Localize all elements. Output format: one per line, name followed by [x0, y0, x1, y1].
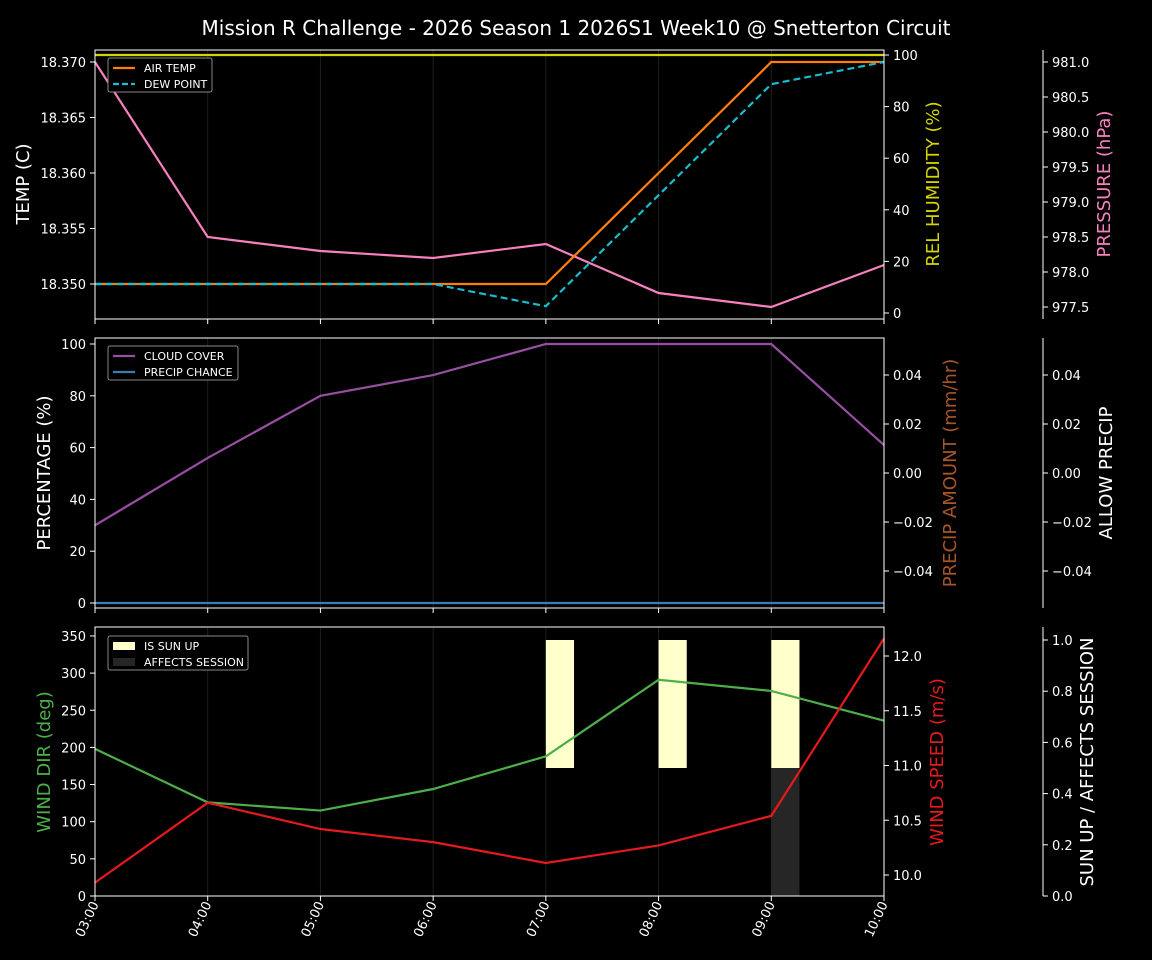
- y-tick-label: 150: [61, 779, 86, 794]
- affects-session-bar: [771, 768, 800, 896]
- y-tick-label: 80: [893, 101, 910, 116]
- y-tick-label: 0: [78, 890, 86, 905]
- x-tick-label: 03:00: [73, 899, 102, 939]
- y-tick-label: 979.5: [1052, 161, 1089, 176]
- y-tick-label: −0.04: [893, 565, 933, 580]
- wind-dir-line: [94, 678, 885, 812]
- y-tick-label: 0.00: [1052, 467, 1081, 482]
- y-tick-label: −0.02: [893, 516, 933, 531]
- y-tick-label: 0.8: [1052, 685, 1073, 700]
- y-tick-label: 0.02: [893, 418, 922, 433]
- plot-frame: [94, 626, 885, 897]
- y-tick-label: 20: [69, 545, 86, 560]
- legend-label: AIR TEMP: [144, 62, 196, 75]
- y-tick-label: 0.0: [1052, 890, 1073, 905]
- y-tick-label: 300: [61, 667, 86, 682]
- y-tick-label: 980.5: [1052, 91, 1089, 106]
- wind-speed-axis-title: WIND SPEED (m/s): [927, 678, 948, 846]
- legend-box: [107, 635, 249, 671]
- y-tick-label: 40: [69, 493, 86, 508]
- y-tick-label: 0.02: [1052, 418, 1081, 433]
- sun-up-bar: [771, 640, 800, 768]
- y-tick-label: 0.4: [1052, 788, 1073, 803]
- wind-speed-line: [94, 637, 885, 884]
- precip-amount-axis-title: PRECIP AMOUNT (mm/hr): [940, 359, 961, 588]
- legend-box: [107, 345, 239, 381]
- sun-axis-title: SUN UP / AFFECTS SESSION: [1077, 637, 1098, 886]
- wind-dir-axis-title: WIND DIR (deg): [34, 691, 55, 833]
- temp-axis-title: TEMP (C): [13, 143, 34, 225]
- air-temp-line: [95, 60, 884, 286]
- y-tick-label: 977.5: [1052, 301, 1089, 316]
- y-tick-label: −0.02: [1052, 516, 1092, 531]
- legend-swatch: [113, 642, 135, 650]
- y-tick-label: 60: [69, 442, 86, 457]
- y-tick-label: 18.360: [41, 167, 87, 182]
- x-tick-label: 06:00: [411, 899, 440, 939]
- legend-swatch: [113, 658, 135, 666]
- x-tick-label: 10:00: [862, 899, 891, 939]
- y-tick-label: 981.0: [1052, 56, 1089, 71]
- x-tick-label: 07:00: [524, 899, 553, 939]
- x-tick-label: 04:00: [186, 899, 215, 939]
- y-tick-label: 11.0: [893, 760, 922, 775]
- y-tick-label: 10.5: [893, 814, 922, 829]
- y-tick-label: 100: [61, 816, 86, 831]
- sun-up-bar: [658, 640, 687, 768]
- y-tick-label: 40: [893, 204, 910, 219]
- y-tick-label: 50: [69, 853, 86, 868]
- allow-precip-axis-title: ALLOW PRECIP: [1096, 406, 1117, 539]
- y-tick-label: 0.6: [1052, 736, 1073, 751]
- percentage-axis-title: PERCENTAGE (%): [34, 395, 55, 550]
- y-tick-label: 1.0: [1052, 634, 1073, 649]
- y-tick-label: 250: [61, 704, 86, 719]
- y-tick-label: 0.04: [1052, 369, 1081, 384]
- y-tick-label: 0.04: [893, 369, 922, 384]
- x-tick-label: 08:00: [637, 899, 666, 939]
- y-tick-label: 60: [893, 152, 910, 167]
- y-tick-label: 979.0: [1052, 196, 1089, 211]
- y-tick-label: 100: [61, 338, 86, 353]
- y-tick-label: 350: [61, 630, 86, 645]
- x-tick-label: 09:00: [749, 899, 778, 939]
- y-tick-label: 980.0: [1052, 126, 1089, 141]
- cloud-cover-line: [94, 342, 885, 527]
- y-tick-label: 18.355: [41, 223, 87, 238]
- legend-label: CLOUD COVER: [144, 350, 225, 363]
- y-tick-label: 20: [893, 255, 910, 270]
- legend-label: AFFECTS SESSION: [144, 656, 244, 669]
- y-tick-label: 11.5: [893, 705, 922, 720]
- y-tick-label: 80: [69, 390, 86, 405]
- y-tick-label: 978.0: [1052, 266, 1089, 281]
- y-tick-label: 10.0: [893, 869, 922, 884]
- plot-frame: [94, 49, 885, 320]
- y-tick-label: 12.0: [893, 650, 922, 665]
- y-tick-label: −0.04: [1052, 565, 1092, 580]
- dew-point-line: [95, 60, 885, 308]
- humidity-axis-title: REL HUMIDITY (%): [923, 101, 944, 266]
- y-tick-label: 0.00: [893, 467, 922, 482]
- chart-title: Mission R Challenge - 2026 Season 1 2026…: [202, 16, 951, 40]
- y-tick-label: 200: [61, 741, 86, 756]
- y-tick-label: 0: [78, 597, 86, 612]
- pressure-line: [94, 61, 885, 309]
- y-tick-label: 18.365: [41, 112, 87, 127]
- legend-label: DEW POINT: [144, 78, 208, 91]
- legend-label: IS SUN UP: [144, 640, 200, 653]
- sun-up-bar: [545, 640, 575, 768]
- y-tick-label: 0.2: [1052, 839, 1073, 854]
- y-tick-label: 978.5: [1052, 231, 1089, 246]
- y-tick-label: 18.370: [41, 56, 87, 71]
- legend-label: PRECIP CHANCE: [144, 366, 233, 379]
- y-tick-label: 0: [893, 307, 901, 322]
- x-tick-label: 05:00: [299, 899, 328, 939]
- y-tick-label: 100: [893, 49, 918, 64]
- y-tick-label: 18.350: [41, 278, 87, 293]
- pressure-axis-title: PRESSURE (hPa): [1094, 111, 1115, 258]
